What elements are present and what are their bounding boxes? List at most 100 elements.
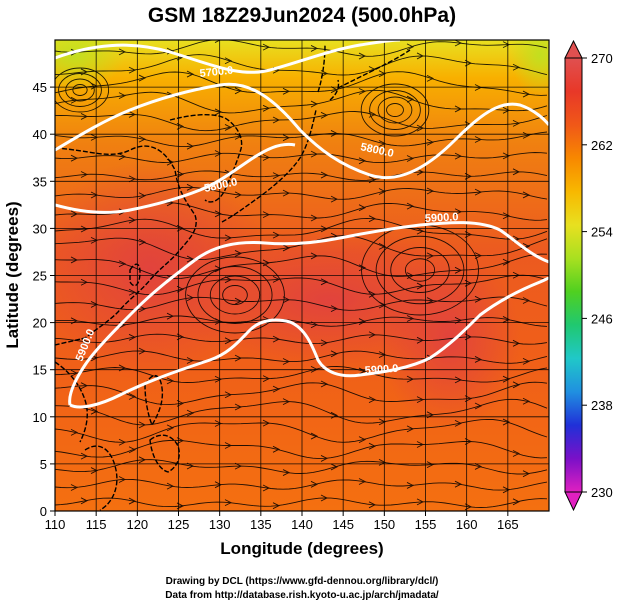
colorbar-tick-label: 270	[591, 51, 613, 66]
streamline-arrow	[522, 297, 531, 304]
x-tick-label: 130	[209, 517, 231, 532]
streamline-arrow	[416, 498, 425, 506]
x-tick-label: 165	[497, 517, 519, 532]
contour-5800-north	[55, 82, 549, 180]
streamline-arrow	[128, 393, 137, 400]
streamline-arrow	[512, 63, 521, 71]
coastline-hokkaido-sakhalin	[317, 44, 340, 101]
streamline-arrow	[282, 296, 291, 304]
coastline-philippines-south	[149, 434, 180, 473]
y-tick-label: 30	[33, 221, 47, 236]
streamline-arrow	[128, 66, 137, 74]
streamline-arrow	[522, 397, 531, 405]
streamline-arrow	[224, 442, 233, 449]
streamline-arrow	[406, 482, 415, 489]
streamline-arrow	[118, 260, 127, 268]
streamline-arrow	[358, 264, 367, 272]
streamline-arrow	[234, 250, 243, 257]
streamline-arrow	[214, 210, 223, 218]
streamline-arrow	[310, 432, 319, 440]
streamline-arrow	[368, 501, 377, 509]
streamline-arrow	[90, 467, 99, 474]
circulation-streamline	[72, 84, 88, 96]
height-contours	[55, 40, 549, 409]
streamline-arrow	[186, 357, 195, 364]
streamline-arrow	[214, 481, 223, 489]
streamline-arrow	[176, 122, 185, 130]
colorbar-max-arrow	[564, 39, 583, 59]
credit-data: Data from http://database.rish.kyoto-u.a…	[165, 590, 439, 601]
chart-title: GSM 18Z29Jun2024 (500.0hPa)	[148, 4, 456, 27]
streamline-arrow	[330, 305, 339, 313]
streamline-arrow	[358, 204, 367, 212]
circulation-streamline	[185, 256, 285, 334]
streamline-arrow	[310, 45, 319, 52]
contour-label-5900-east: 5900.0	[425, 211, 459, 225]
y-tick-label: 0	[40, 504, 47, 519]
streamline-arrow	[128, 111, 137, 118]
streamline-arrow	[502, 316, 511, 323]
streamline-arrow	[128, 216, 137, 224]
circulation-streamline	[65, 78, 95, 102]
circulation-streamline	[404, 258, 436, 282]
x-tick-label: 145	[332, 517, 354, 532]
streamline-arrow	[368, 396, 377, 404]
streamline-arrow	[416, 124, 425, 132]
streamline-arrow	[454, 152, 463, 160]
streamline-arrow	[90, 133, 99, 141]
streamline-arrow	[166, 424, 175, 432]
streamline-arrow	[502, 258, 511, 266]
streamline-arrow	[272, 445, 281, 453]
streamline-arrow	[368, 290, 377, 298]
streamline-arrow	[330, 130, 339, 137]
streamline-arrow	[474, 252, 483, 260]
streamline-arrow	[454, 376, 463, 384]
streamline-arrow	[426, 74, 435, 82]
streamline-arrow	[234, 354, 243, 362]
circulation-streamline	[58, 73, 102, 107]
streamline-arrow	[272, 231, 281, 239]
coastline-borneo	[84, 445, 118, 511]
streamline-arrow	[416, 441, 425, 448]
credit-drawing: Drawing by DCL (https://www.gfd-dennou.o…	[166, 576, 439, 587]
streamline-arrow	[262, 43, 271, 51]
streamline-arrow	[522, 357, 531, 365]
x-tick-label: 150	[373, 517, 395, 532]
colorbar-min-arrow	[564, 491, 583, 512]
streamline-arrow	[282, 398, 291, 406]
contour-5900-east	[194, 221, 549, 264]
streamline-arrow	[454, 208, 463, 216]
streamline-arrow	[454, 40, 463, 47]
map-plot-area: 5700.0 5800.0 5800.0 5900.0 5900.0 5900.…	[55, 40, 549, 511]
streamline-arrow	[80, 497, 89, 505]
streamline-arrow	[128, 333, 137, 341]
streamline-arrow	[166, 377, 175, 385]
streamline-arrow	[118, 48, 127, 56]
streamline-arrow	[70, 154, 79, 162]
streamline-arrow	[358, 436, 367, 444]
streamline-arrow	[262, 484, 271, 492]
coastline-kuril-islands	[337, 49, 411, 89]
streamline-arrow	[176, 502, 185, 510]
circulation-streamline	[209, 275, 261, 315]
streamline-arrow	[378, 140, 387, 147]
y-tick-label: 35	[33, 174, 47, 189]
streamline-arrow	[186, 183, 195, 191]
y-tick-label: 15	[33, 363, 47, 378]
streamline-arrow	[214, 40, 222, 43]
streamline-arrow	[378, 351, 387, 359]
streamline-arrow	[502, 152, 511, 160]
streamline-arrow	[138, 305, 147, 313]
streamline-arrow	[454, 419, 463, 427]
streamline-arrow	[80, 225, 89, 233]
warm-anomaly-south	[380, 250, 520, 430]
y-tick-label: 10	[33, 410, 47, 425]
streamline-arrow	[128, 446, 137, 454]
circulation-streamline	[360, 83, 430, 137]
cool-anomaly-northeast	[510, 40, 549, 95]
streamline-arrow	[320, 455, 329, 462]
circulation-streamline	[55, 67, 110, 113]
streamline-arrow	[214, 375, 223, 383]
streamline-arrow	[368, 331, 377, 339]
